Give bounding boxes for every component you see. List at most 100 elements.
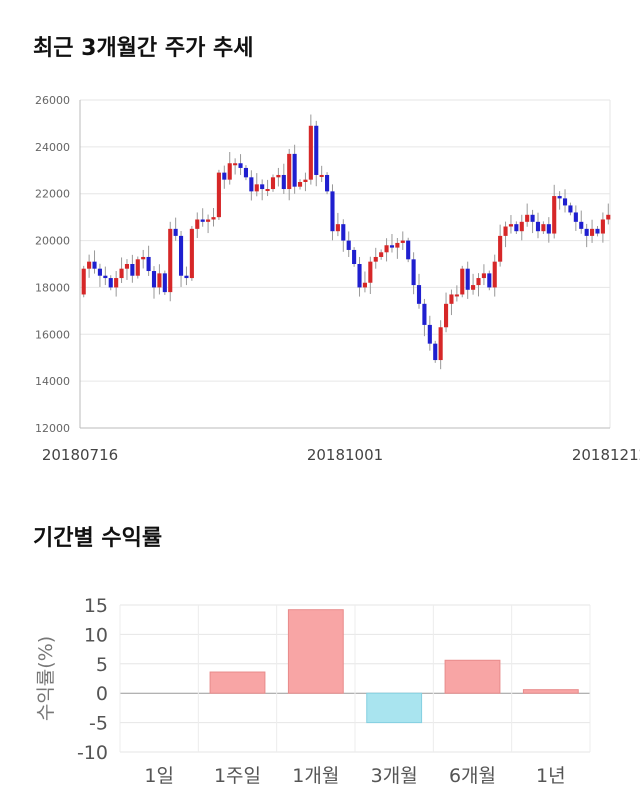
candle-body bbox=[590, 228, 595, 236]
candle-body bbox=[389, 245, 395, 248]
candle-body bbox=[270, 177, 276, 190]
candle-body bbox=[124, 264, 130, 269]
candle-body bbox=[151, 271, 157, 288]
candle-body bbox=[422, 303, 427, 325]
candle-body bbox=[308, 125, 313, 180]
candle-body bbox=[92, 261, 97, 269]
candle-body bbox=[595, 228, 600, 234]
candle-body bbox=[503, 226, 508, 236]
candle-body bbox=[433, 343, 438, 361]
return-bar bbox=[366, 692, 423, 724]
candle-body bbox=[395, 242, 400, 248]
x-tick-label: 1일 bbox=[144, 765, 174, 787]
candle-body bbox=[114, 278, 119, 288]
candle-body bbox=[584, 228, 589, 236]
candle-body bbox=[319, 174, 324, 177]
candle-body bbox=[227, 163, 232, 180]
candle-body bbox=[454, 294, 459, 297]
candle-body bbox=[157, 273, 162, 288]
candle-body bbox=[200, 219, 205, 222]
candle-body bbox=[471, 285, 476, 290]
candle-body bbox=[189, 228, 194, 279]
candle-body bbox=[406, 240, 411, 260]
return-bar bbox=[444, 659, 501, 694]
candle-body bbox=[568, 205, 573, 213]
candle-body bbox=[233, 163, 238, 166]
candle-body bbox=[346, 240, 351, 250]
candle-body bbox=[97, 268, 102, 276]
y-axis-label: 수익률(%) bbox=[35, 636, 57, 721]
period-returns-title: 기간별 수익률 bbox=[33, 526, 163, 551]
candle-body bbox=[530, 214, 535, 222]
x-tick-label: 20181212 bbox=[572, 446, 640, 464]
candle-body bbox=[449, 294, 454, 304]
candle-body bbox=[546, 224, 551, 234]
candle-body bbox=[222, 172, 227, 180]
x-tick-label: 1년 bbox=[536, 765, 566, 787]
candle-body bbox=[216, 172, 221, 218]
candle-body bbox=[357, 264, 362, 288]
candle-body bbox=[443, 303, 449, 328]
candle-body bbox=[579, 221, 584, 229]
candle-body bbox=[119, 268, 124, 279]
candle-body bbox=[573, 212, 578, 222]
candle-body bbox=[292, 153, 297, 187]
candle-body bbox=[341, 224, 346, 241]
y-tick-label: 22000 bbox=[35, 188, 70, 201]
candle-body bbox=[87, 261, 92, 269]
y-tick-label: 24000 bbox=[35, 141, 70, 154]
candle-body bbox=[525, 214, 530, 222]
candle-body bbox=[557, 196, 562, 199]
candle-body bbox=[330, 191, 335, 232]
candle-body bbox=[168, 228, 173, 293]
candle-body bbox=[460, 268, 465, 295]
candle-body bbox=[481, 273, 486, 279]
candle-body bbox=[519, 221, 524, 232]
candle-body bbox=[281, 174, 286, 190]
candle-body bbox=[535, 221, 541, 232]
y-tick-label: 5 bbox=[96, 654, 108, 676]
candle-body bbox=[146, 256, 151, 272]
x-tick-label: 3개월 bbox=[371, 765, 418, 787]
candle-body bbox=[541, 224, 546, 232]
candle-body bbox=[514, 224, 519, 232]
candle-body bbox=[438, 327, 443, 361]
return-bar bbox=[209, 671, 266, 694]
period-returns-bar-chart: -10 -5 0 5 10 15 1일 1주일 1개월 3개월 6개월 1년 수익률(%) bbox=[35, 595, 591, 787]
return-bar bbox=[522, 689, 579, 694]
candle-body bbox=[141, 256, 146, 260]
x-tick-label: 6개월 bbox=[449, 765, 496, 787]
x-tick-label: 20180716 bbox=[42, 446, 118, 464]
candle-body bbox=[508, 224, 514, 227]
candle-body bbox=[362, 282, 367, 288]
candle-body bbox=[498, 235, 503, 262]
candle-body bbox=[606, 214, 611, 220]
candle-body bbox=[303, 179, 308, 182]
candle-body bbox=[162, 273, 167, 293]
candle-body bbox=[265, 189, 270, 192]
y-tick-label: 12000 bbox=[35, 422, 70, 435]
candle-body bbox=[81, 268, 86, 295]
candle-body bbox=[254, 184, 259, 192]
candle-body bbox=[562, 198, 568, 206]
candle-body bbox=[297, 182, 303, 187]
candle-body bbox=[487, 273, 492, 288]
candle-body bbox=[476, 278, 481, 286]
candle-body bbox=[108, 278, 113, 288]
y-tick-label: -5 bbox=[89, 713, 108, 735]
candle-body bbox=[600, 219, 605, 234]
price-candlestick-chart: 12000 14000 16000 18000 20000 22000 24000 26000… bbox=[35, 94, 640, 464]
candle-body bbox=[352, 249, 357, 264]
candle-body bbox=[103, 275, 108, 279]
y-tick-label: 15 bbox=[84, 595, 108, 617]
candle-body bbox=[130, 264, 135, 276]
candle-body bbox=[206, 219, 211, 222]
x-tick-label: 1개월 bbox=[292, 765, 339, 787]
candle-body bbox=[335, 224, 340, 232]
candle-body bbox=[178, 235, 184, 276]
x-tick-label: 20181001 bbox=[307, 446, 383, 464]
candle-body bbox=[135, 259, 140, 276]
candle-body bbox=[287, 153, 292, 190]
candle-body bbox=[243, 167, 249, 178]
return-bar bbox=[287, 609, 344, 694]
